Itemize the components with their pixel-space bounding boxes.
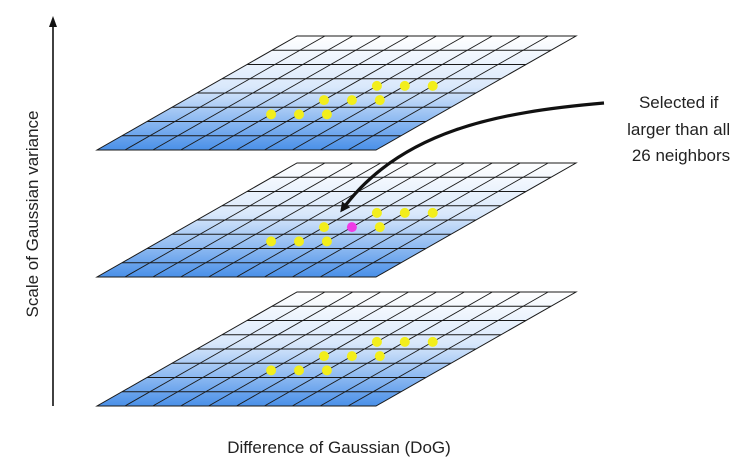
middle-dog-layer [95, 162, 578, 278]
neighbor-dot [319, 95, 329, 106]
neighbor-dot [427, 336, 438, 347]
neighbor-dot [294, 365, 304, 376]
lower-dog-layer [95, 291, 578, 407]
neighbor-dot [371, 80, 382, 91]
selected-point-dot [346, 222, 357, 233]
neighbor-dot [371, 207, 382, 218]
y-axis-label: Scale of Gaussian variance [23, 111, 42, 318]
y-axis [49, 16, 57, 406]
neighbor-dot [399, 336, 410, 347]
neighbor-dot [374, 351, 385, 362]
upper-dog-layer [95, 35, 578, 151]
neighbor-dot [374, 222, 385, 233]
neighbor-dot [346, 95, 357, 106]
neighbor-dot [319, 351, 329, 362]
neighbor-dot [427, 207, 438, 218]
neighbor-dot [321, 365, 332, 376]
neighbor-dot [266, 236, 277, 247]
neighbor-dot [294, 236, 304, 247]
neighbor-dot [321, 109, 332, 120]
neighbor-dot [294, 109, 304, 120]
neighbor-dot [399, 80, 410, 91]
neighbor-dot [266, 365, 277, 376]
neighbor-dot [371, 336, 382, 347]
x-axis-label: Difference of Gaussian (DoG) [227, 438, 451, 457]
neighbor-dot [321, 236, 332, 247]
neighbor-dot [427, 80, 438, 91]
selection-arrow [340, 101, 605, 213]
neighbor-dot [374, 95, 385, 106]
neighbor-dot [346, 351, 357, 362]
annotation-text: Selected if larger than all 26 neighbors [627, 93, 735, 165]
grid-lines [122, 291, 551, 407]
neighbor-dot [319, 222, 329, 233]
grid-lines [122, 162, 551, 278]
neighbor-dot [266, 109, 277, 120]
annotation-line-3: 26 neighbors [632, 146, 730, 165]
neighbor-dot [399, 207, 410, 218]
annotation-line-1: Selected if [639, 93, 719, 112]
grid-lines [122, 35, 551, 151]
annotation-line-2: larger than all [627, 120, 730, 139]
